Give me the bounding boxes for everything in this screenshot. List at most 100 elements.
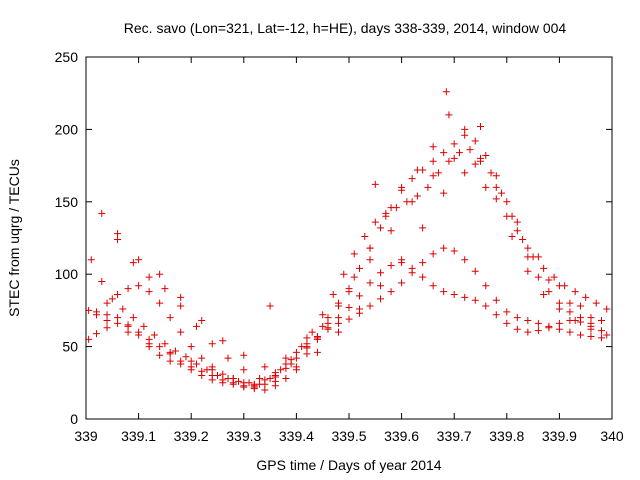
data-point [366,244,374,252]
data-point [350,273,358,281]
data-point [487,169,495,177]
data-point [235,377,243,385]
data-point [377,224,385,232]
y-axis-label: STEC from uqrg / TECUs [6,159,22,317]
data-point [156,351,164,359]
data-point [545,276,553,284]
data-point [240,351,248,359]
y-tick-label: 100 [55,266,79,282]
data-point [571,317,579,325]
series-arc-c [87,146,611,388]
data-point [261,386,269,394]
data-point [513,227,521,235]
data-point [587,325,595,333]
data-point [345,315,353,323]
data-point [129,314,137,322]
data-point [461,256,469,264]
data-point [166,314,174,322]
data-point [471,267,479,275]
data-point [440,288,448,296]
axis-ticks [85,56,613,420]
data-point [498,189,506,197]
data-point [603,305,611,313]
data-point [429,250,437,258]
data-point [576,331,584,339]
data-point [187,343,195,351]
data-point [198,354,206,362]
data-point [398,183,406,191]
data-point [524,244,532,252]
data-point [308,328,316,336]
data-point [429,157,437,165]
data-point [387,262,395,270]
data-point [103,324,111,332]
data-point [503,319,511,327]
data-point [513,218,521,226]
data-point [408,264,416,272]
data-point [229,374,237,382]
data-point [266,302,274,310]
x-tick-label: 339.1 [121,428,156,444]
y-tick-label: 0 [70,411,78,427]
data-point [534,327,542,335]
x-tick-label: 339.4 [279,428,314,444]
data-point [450,290,458,298]
data-point [135,256,143,264]
data-point [334,328,342,336]
data-point [492,172,500,180]
data-point [587,332,595,340]
data-point [150,331,158,339]
data-point [555,305,563,313]
chart-title: Rec. savo (Lon=321, Lat=-12, h=HE), days… [124,20,567,36]
data-point [508,233,516,241]
data-point [566,308,574,316]
data-point [398,256,406,264]
data-point [366,256,374,264]
data-point [387,288,395,296]
data-point [440,149,448,157]
data-point [119,305,127,313]
data-point [408,198,416,206]
data-point [555,282,563,290]
data-point [177,328,185,336]
data-point [319,322,327,330]
data-point [477,123,484,131]
data-point [224,354,232,362]
data-point [413,166,421,174]
data-point [271,377,279,385]
data-point [482,151,490,159]
data-point [98,277,106,285]
data-point [85,306,93,314]
data-point [513,314,521,322]
data-point [455,149,463,157]
data-point [461,293,469,301]
data-point [361,233,369,241]
data-point [603,331,611,339]
data-point [219,370,227,378]
data-point [429,172,437,180]
data-point [303,334,311,342]
data-point [566,299,574,307]
data-point [545,324,553,332]
data-point [534,253,542,261]
data-point [87,256,95,264]
data-point [313,335,321,343]
data-point [419,224,427,232]
data-point [329,290,337,298]
data-point [445,111,453,119]
x-tick-label: 339.8 [489,428,524,444]
data-point [366,279,374,287]
data-point [340,270,348,278]
data-point [124,321,132,329]
data-point [114,230,122,238]
data-points [85,88,611,394]
data-point [356,292,364,300]
data-point [524,328,532,336]
data-point [503,308,511,316]
data-point [377,282,385,290]
data-point [440,189,448,197]
x-tick-label: 339.3 [226,428,261,444]
data-point [166,357,174,365]
data-point [387,204,395,212]
data-point [156,270,164,278]
